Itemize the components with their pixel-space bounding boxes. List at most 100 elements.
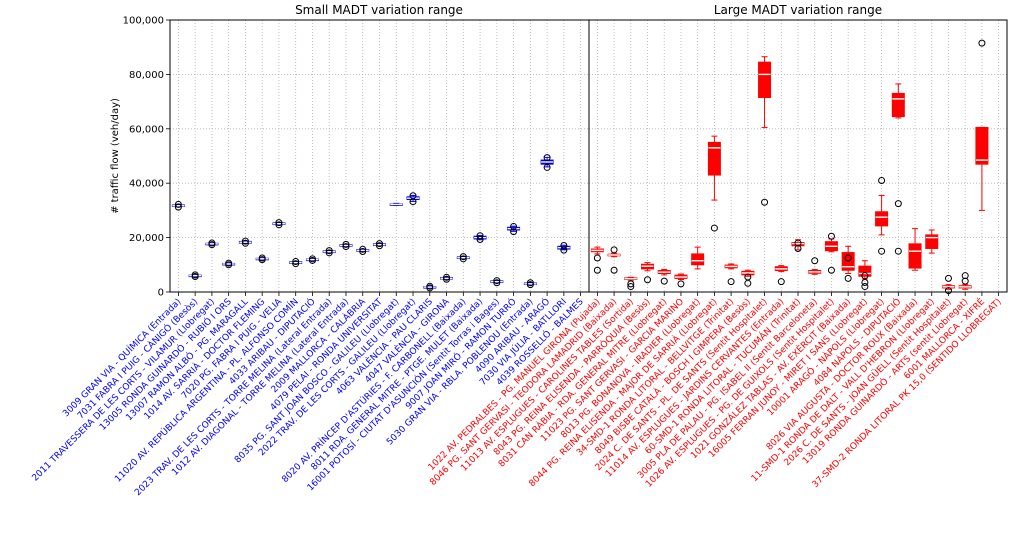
box-1-16 [858, 260, 872, 291]
flier-point [292, 258, 300, 266]
flier-point [359, 247, 367, 255]
box-0-18 [473, 232, 487, 244]
box-1-20 [925, 229, 939, 254]
flier-point [593, 266, 601, 274]
flier-point [878, 176, 886, 184]
box-0-11 [356, 245, 370, 255]
box-1-0 [590, 246, 604, 274]
box-1-18 [891, 83, 905, 255]
flier-point [526, 279, 534, 287]
flier-point [208, 239, 216, 247]
panel-title-small: Small MADT variation range [295, 3, 463, 17]
flier-point [644, 276, 652, 284]
box-1-23 [975, 39, 989, 211]
flier-point [844, 274, 852, 282]
flier-point [443, 273, 451, 281]
y-tick-label: 0 [158, 288, 164, 299]
flier-point [827, 232, 835, 240]
box-1-15 [841, 245, 855, 282]
box-1-2 [624, 276, 638, 291]
box-0-6 [272, 219, 286, 229]
flier-point [794, 244, 802, 252]
box-1-19 [908, 228, 922, 271]
box-0-12 [373, 240, 386, 250]
flier-point [961, 272, 969, 280]
box-1-11 [774, 265, 788, 286]
flier-point [593, 254, 601, 262]
panel-title-large: Large MADT variation range [714, 3, 882, 17]
box-iqr [908, 243, 922, 269]
box-0-2 [205, 239, 219, 249]
flier-point [376, 242, 383, 250]
y-axis-label: # traffic flow (veh/day) [110, 98, 121, 214]
y-tick-label: 20,000 [129, 233, 164, 244]
flier-point [560, 246, 568, 254]
flier-point [610, 266, 618, 274]
box-1-14 [824, 232, 838, 274]
box-1-13 [808, 257, 822, 275]
flier-point [543, 163, 551, 171]
box-1-6 [691, 246, 705, 270]
box-0-19 [490, 277, 504, 287]
flier-point [978, 39, 986, 47]
panel-frame [588, 19, 1008, 293]
box-0-5 [255, 254, 269, 264]
y-tick-label: 100,000 [123, 16, 164, 27]
flier-point [727, 278, 735, 286]
flier-point [476, 236, 484, 244]
box-0-3 [222, 259, 236, 269]
box-1-4 [657, 268, 671, 285]
flier-point [627, 283, 635, 291]
flier-point [493, 279, 501, 287]
box-1-9 [741, 269, 755, 287]
box-1-3 [641, 262, 655, 284]
flier-point [811, 257, 819, 265]
box-0-7 [289, 258, 303, 268]
box-iqr [691, 253, 705, 266]
box-1-5 [674, 273, 688, 288]
box-0-20 [507, 222, 521, 236]
flier-point [325, 249, 333, 257]
flier-point [443, 275, 451, 283]
box-iqr [707, 141, 721, 176]
box-0-17 [456, 253, 470, 263]
flier-point [861, 283, 869, 291]
flier-point [241, 237, 249, 245]
flier-point [878, 247, 886, 255]
flier-point [376, 240, 383, 248]
box-0-9 [322, 247, 336, 257]
flier-point [225, 259, 233, 267]
flier-point [627, 280, 635, 288]
box-0-0 [171, 200, 185, 211]
flier-point [710, 224, 718, 232]
flier-point [275, 221, 283, 229]
box-1-22 [958, 272, 972, 290]
flier-point [493, 277, 501, 285]
box-0-10 [339, 240, 353, 251]
flier-point [761, 198, 769, 206]
box-1-21 [941, 274, 955, 295]
flier-point [275, 219, 283, 227]
axes [166, 19, 1008, 296]
flier-point [292, 260, 300, 268]
y-tick-label: 40,000 [129, 179, 164, 190]
box-0-23 [557, 241, 571, 254]
flier-point [258, 254, 266, 262]
flier-point [944, 287, 952, 295]
box-0-22 [540, 154, 554, 171]
flier-point [308, 255, 316, 263]
box-0-16 [440, 273, 454, 283]
flier-point [325, 247, 333, 255]
flier-point [794, 239, 802, 247]
flier-point [359, 245, 367, 253]
flier-point [861, 272, 869, 280]
flier-point [961, 277, 969, 285]
box-0-1 [188, 271, 202, 280]
boxes [171, 39, 989, 295]
box-1-1 [607, 246, 621, 274]
flier-point [510, 222, 518, 230]
y-tick-label: 60,000 [129, 124, 164, 135]
